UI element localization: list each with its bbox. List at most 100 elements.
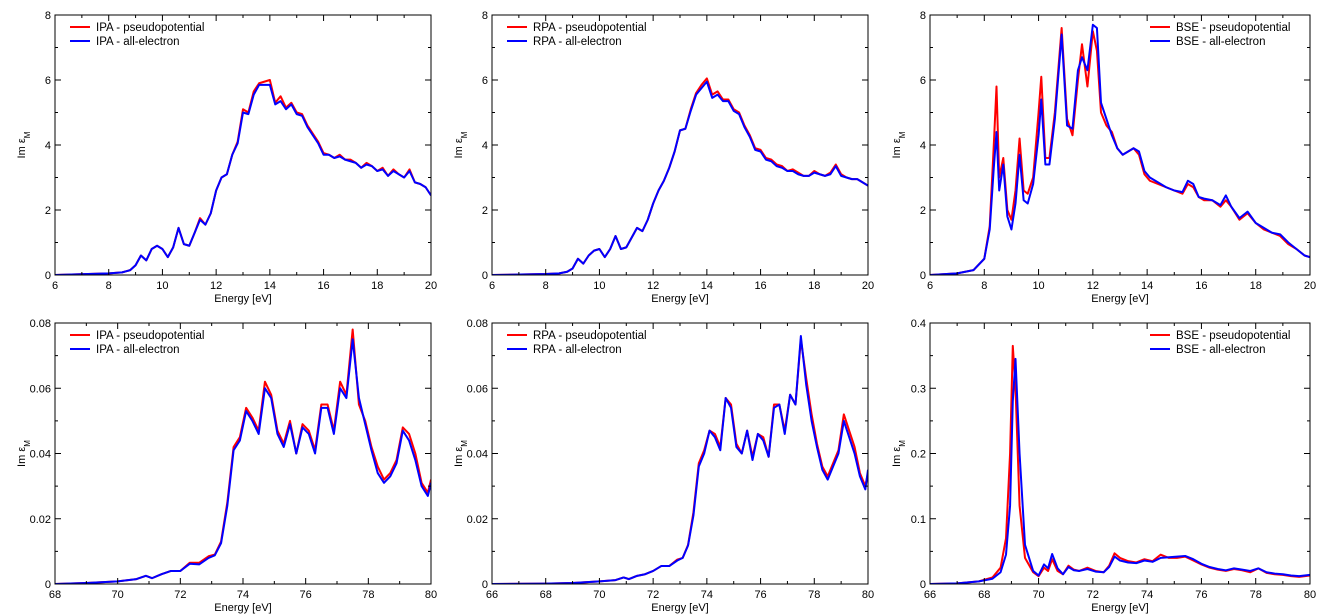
y-axis-label-main: Im ε xyxy=(891,138,903,158)
x-tick-label: 20 xyxy=(862,280,874,292)
y-axis-label: Im εM xyxy=(453,440,469,467)
y-axis-label-subscript: M xyxy=(898,440,907,447)
y-axis-label-main: Im ε xyxy=(453,138,465,158)
y-tick-label: 0 xyxy=(920,579,926,591)
x-tick-label: 8 xyxy=(106,280,112,292)
series-line-all-electron xyxy=(492,80,868,275)
series-line-pseudopotential xyxy=(492,77,868,275)
x-tick-label: 74 xyxy=(701,589,713,601)
x-tick-label: 18 xyxy=(808,280,820,292)
x-tick-label: 76 xyxy=(754,589,766,601)
x-axis-label: Energy [eV] xyxy=(214,602,271,614)
series-line-all-electron xyxy=(55,338,431,584)
y-tick-label: 0 xyxy=(45,270,51,282)
legend-entry: RPA - all-electron xyxy=(533,36,622,48)
x-tick-label: 12 xyxy=(210,280,222,292)
y-axis-label-subscript: M xyxy=(898,131,907,138)
y-tick-label: 0.04 xyxy=(30,449,51,461)
y-tick-label: 4 xyxy=(920,140,926,152)
x-tick-label: 14 xyxy=(264,280,276,292)
x-tick-label: 68 xyxy=(978,589,990,601)
y-tick-label: 2 xyxy=(482,205,488,217)
y-tick-label: 0.08 xyxy=(467,318,488,330)
x-axis-label: Energy [eV] xyxy=(651,293,708,305)
y-tick-label: 8 xyxy=(482,10,488,22)
x-tick-label: 10 xyxy=(593,280,605,292)
y-tick-label: 8 xyxy=(920,10,926,22)
series-line-pseudopotential xyxy=(930,344,1310,584)
x-tick-label: 78 xyxy=(808,589,820,601)
y-axis-label: Im εM xyxy=(453,131,469,158)
series-line-all-electron xyxy=(55,83,431,275)
chart-panel-3: 6 8 10 12 14 16 18 20 0 2 4 6 8 Energy [eV] Im εM BSE -… xyxy=(891,10,1316,305)
y-tick-label: 0.2 xyxy=(911,449,926,461)
series-line-all-electron xyxy=(930,23,1310,275)
y-tick-label: 0 xyxy=(482,270,488,282)
x-tick-label: 18 xyxy=(1250,280,1262,292)
y-axis-label-main: Im ε xyxy=(16,447,28,467)
x-tick-label: 70 xyxy=(593,589,605,601)
x-tick-label: 10 xyxy=(1032,280,1044,292)
x-tick-label: 10 xyxy=(156,280,168,292)
y-tick-label: 0.02 xyxy=(30,514,51,526)
legend-entry: IPA - all-electron xyxy=(96,344,180,356)
x-tick-label: 68 xyxy=(49,589,61,601)
y-tick-label: 0.4 xyxy=(911,318,926,330)
x-tick-label: 14 xyxy=(701,280,713,292)
series-line-pseudopotential xyxy=(55,79,431,275)
legend-entry: IPA - pseudopotential xyxy=(96,330,204,342)
x-tick-label: 72 xyxy=(174,589,186,601)
plot-frame xyxy=(54,14,432,276)
y-axis-label-subscript: M xyxy=(23,131,32,138)
series-line-all-electron xyxy=(492,335,868,584)
x-tick-label: 14 xyxy=(1141,280,1153,292)
y-axis-label-subscript: M xyxy=(460,440,469,447)
plot-frame xyxy=(491,14,869,276)
plot-frame xyxy=(929,322,1311,585)
x-tick-label: 20 xyxy=(425,280,437,292)
y-tick-label: 0.04 xyxy=(467,449,488,461)
plot-frame xyxy=(491,322,869,585)
y-tick-label: 4 xyxy=(482,140,488,152)
x-tick-label: 12 xyxy=(647,280,659,292)
x-tick-label: 18 xyxy=(371,280,383,292)
y-tick-label: 0 xyxy=(920,270,926,282)
series-line-all-electron xyxy=(930,357,1310,584)
chart-panel-1: 6 8 10 12 14 16 18 20 0 2 4 6 8 Energy [eV] Im εM IPA -… xyxy=(16,10,437,305)
y-tick-label: 0.3 xyxy=(911,383,926,395)
y-tick-label: 0 xyxy=(45,579,51,591)
y-tick-label: 0.06 xyxy=(30,383,51,395)
x-tick-label: 8 xyxy=(981,280,987,292)
legend-entry: BSE - pseudopotential xyxy=(1176,22,1290,34)
x-tick-label: 6 xyxy=(927,280,933,292)
legend-entry: IPA - pseudopotential xyxy=(96,22,204,34)
x-tick-label: 16 xyxy=(317,280,329,292)
legend-entry: BSE - pseudopotential xyxy=(1176,330,1290,342)
legend-entry: RPA - pseudopotential xyxy=(533,330,647,342)
x-tick-label: 68 xyxy=(540,589,552,601)
series-line-pseudopotential xyxy=(55,328,431,584)
x-axis-label: Energy [eV] xyxy=(1091,293,1148,305)
chart-panel-6: 66 68 70 72 74 76 78 80 0 0.1 0.2 0.3 0.4 Energy [eV]… xyxy=(891,318,1316,614)
x-tick-label: 76 xyxy=(300,589,312,601)
x-tick-label: 78 xyxy=(362,589,374,601)
y-axis-label: Im εM xyxy=(16,440,32,467)
legend-entry: RPA - pseudopotential xyxy=(533,22,647,34)
y-axis-label-subscript: M xyxy=(460,131,469,138)
x-tick-label: 80 xyxy=(1304,589,1316,601)
x-tick-label: 12 xyxy=(1087,280,1099,292)
y-tick-label: 0 xyxy=(482,579,488,591)
y-tick-label: 2 xyxy=(920,205,926,217)
y-axis-label-subscript: M xyxy=(23,440,32,447)
y-tick-label: 0.1 xyxy=(911,514,926,526)
x-axis-label: Energy [eV] xyxy=(1091,602,1148,614)
x-tick-label: 70 xyxy=(1032,589,1044,601)
y-tick-label: 6 xyxy=(482,75,488,87)
legend-entry: RPA - all-electron xyxy=(533,344,622,356)
x-tick-label: 80 xyxy=(862,589,874,601)
y-axis-label: Im εM xyxy=(16,131,32,158)
x-axis-label: Energy [eV] xyxy=(651,602,708,614)
chart-panel-4: 68 70 72 74 76 78 80 0 0.02 0.04 0.06 0.08 Energy [e… xyxy=(16,318,437,614)
chart-panel-5: 66 68 70 72 74 76 78 80 0 0.02 0.04 0.06 0.08 Energy … xyxy=(453,318,874,614)
